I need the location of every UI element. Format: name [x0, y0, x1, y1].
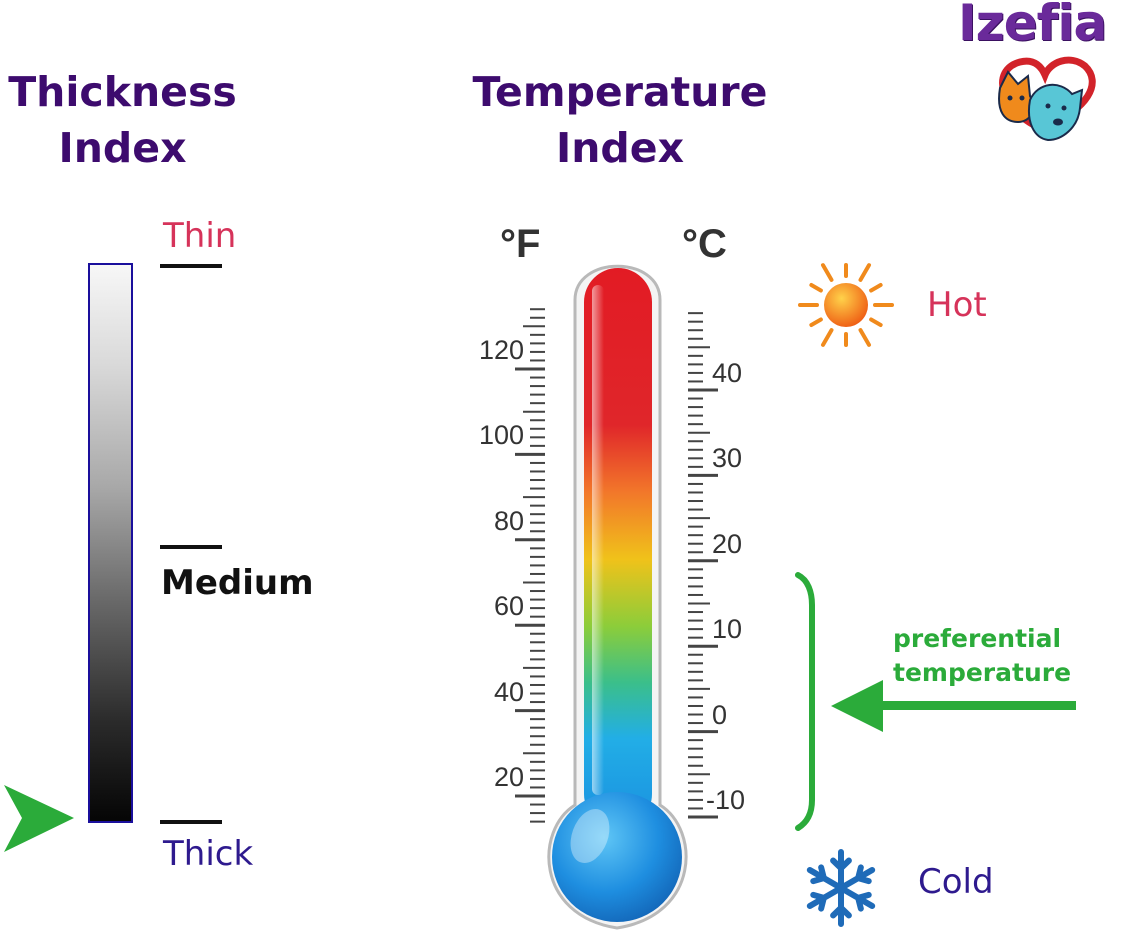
snowflake-arm — [838, 885, 876, 912]
celsius-tick-label: 30 — [712, 443, 743, 474]
fahrenheit-tick-label: 120 — [478, 335, 524, 365]
fahrenheit-tick-label: 40 — [493, 676, 524, 707]
medium-tick — [160, 545, 222, 549]
fahrenheit-tick-label: 20 — [493, 762, 524, 792]
sun-ray — [858, 328, 871, 347]
sun-ray — [869, 283, 883, 293]
temperature-index-title: Temperature Index — [460, 64, 780, 176]
snowflake-arm — [806, 885, 844, 912]
celsius-unit: °C — [682, 222, 727, 266]
celsius-tick-label: 10 — [712, 614, 743, 645]
thick-tick — [160, 820, 222, 824]
thin-label: Thin — [163, 216, 237, 256]
snowflake-arm — [830, 885, 852, 927]
brand-logo-text: Izefia — [958, 0, 1107, 52]
celsius-tick-label: 0 — [712, 699, 728, 730]
fahrenheit-unit: °F — [500, 222, 541, 266]
temperature-title-line2: Index — [555, 124, 685, 172]
thickness-index-title: Thickness Index — [0, 64, 245, 176]
snowflake-arm — [830, 849, 852, 891]
sun-ray — [869, 317, 883, 327]
celsius-tick-label: -10 — [706, 785, 746, 815]
thin-tick — [160, 264, 222, 268]
cold-label: Cold — [918, 862, 994, 902]
preferential-line1: preferential — [893, 624, 1062, 653]
celsius-tick-label: 20 — [712, 528, 743, 559]
sun-ray — [858, 263, 871, 282]
snowflake-arm — [806, 864, 844, 891]
temperature-title-line1: Temperature — [472, 68, 768, 116]
sun-ray — [821, 328, 834, 347]
preferential-line2: temperature — [893, 658, 1072, 687]
fahrenheit-tick-label: 100 — [478, 420, 524, 451]
sun-ray — [809, 283, 823, 293]
snowflake-arm — [838, 864, 876, 891]
thickness-title-line2: Index — [58, 124, 187, 172]
medium-label: Medium — [161, 563, 314, 603]
hot-label: Hot — [927, 285, 987, 325]
fahrenheit-tick-label: 80 — [493, 505, 524, 536]
preferential-temperature-label: preferential temperature — [893, 622, 1071, 690]
thickness-title-line1: Thickness — [8, 68, 237, 116]
sun-ray — [809, 317, 823, 327]
sun-ray — [821, 263, 834, 282]
fahrenheit-tick-label: 60 — [493, 591, 524, 622]
thickness-gradient-bar — [88, 263, 133, 823]
thick-label: Thick — [163, 834, 254, 874]
celsius-tick-label: 40 — [712, 358, 743, 388]
